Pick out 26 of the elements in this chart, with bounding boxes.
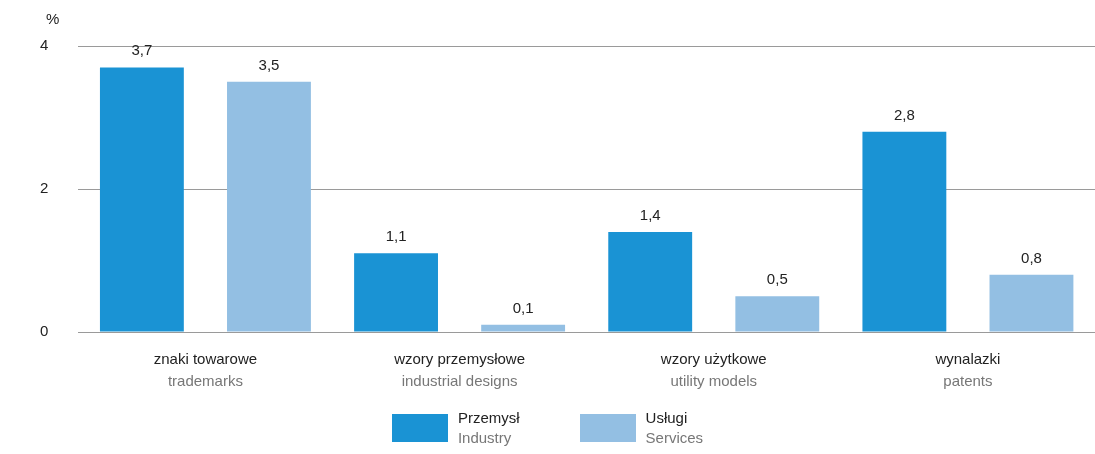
bar: [99, 67, 184, 332]
data-label: 1,4: [639, 205, 661, 223]
bar: [862, 131, 947, 332]
bar: [608, 231, 693, 332]
data-label: 0,1: [512, 298, 534, 316]
data-label: 3,7: [131, 41, 153, 59]
data-label: 0,5: [766, 270, 788, 288]
bar: [354, 253, 438, 332]
data-label: 3,5: [258, 55, 280, 73]
legend-label: Przemysł Industry: [457, 408, 520, 448]
data-label: 2,8: [893, 105, 915, 123]
bar: [735, 296, 820, 332]
bar: [227, 81, 311, 332]
y-tick-label: 0: [40, 322, 49, 340]
x-tick-label: znaki towarowe trademarks: [153, 350, 258, 389]
y-tick-label: 4: [40, 36, 49, 54]
x-tick-label: wzory przemysłowe industrial designs: [393, 350, 526, 389]
y-tick-label: 2: [40, 179, 49, 197]
x-tick-label: wzory użytkowe utility models: [659, 350, 767, 389]
legend-label: Usługi Services: [645, 408, 704, 448]
x-tick-label: wynalazki patents: [934, 350, 1001, 389]
bar: [481, 324, 566, 332]
y-axis-title: %: [46, 10, 60, 27]
bar: [989, 274, 1074, 332]
data-label: 1,1: [385, 227, 407, 245]
data-label: 0,8: [1021, 248, 1042, 266]
